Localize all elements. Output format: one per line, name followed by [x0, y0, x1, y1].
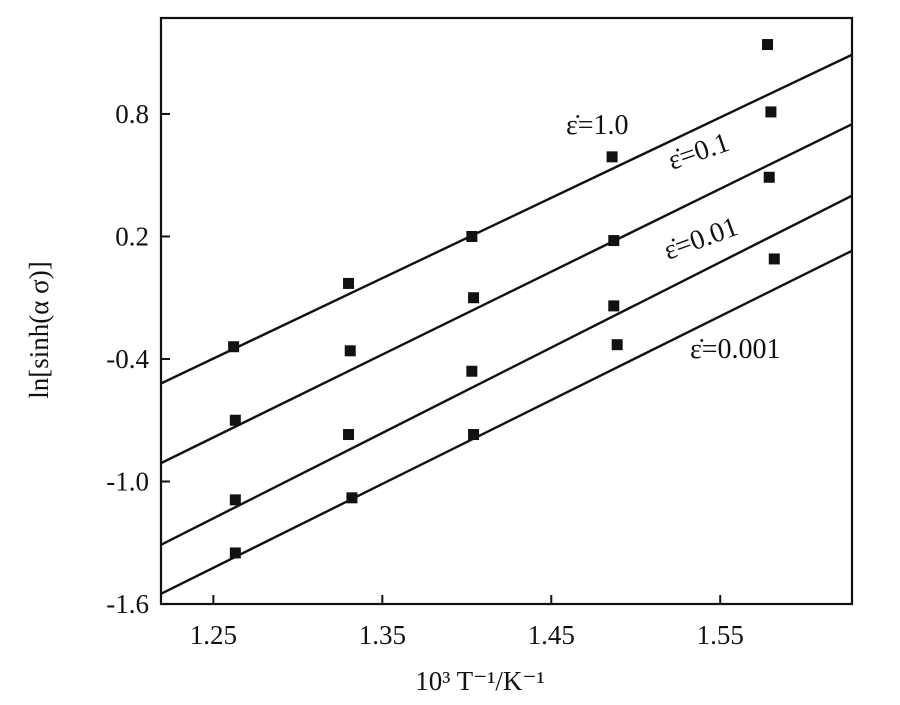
y-tick-label: -1.0: [106, 466, 149, 496]
series-label: ε̇=1.0: [566, 110, 629, 141]
y-tick-label: -1.6: [106, 589, 149, 619]
data-point: [229, 547, 241, 559]
data-point: [768, 253, 780, 265]
axis-ticks: 1.25 1.35 1.45 1.55 0.8 0.2 -0.4 -1.0 -1.6: [106, 99, 744, 650]
data-point: [763, 171, 775, 183]
x-tick-label: 1.25: [190, 620, 237, 650]
data-point: [608, 300, 620, 312]
data-point: [344, 345, 356, 357]
fit-line: [160, 123, 853, 465]
data-point: [762, 39, 774, 51]
series-labels: ε̇=1.0ε̇=0.1ε̇=0.01ε̇=0.001: [566, 110, 781, 365]
fit-line: [160, 53, 853, 385]
series-label: ε̇=0.001: [690, 334, 781, 365]
data-point: [229, 494, 241, 506]
data-point: [765, 106, 777, 118]
fit-line: [160, 249, 853, 595]
x-axis-label: 10³ T⁻¹/K⁻¹: [415, 666, 545, 696]
y-tick-label: -0.4: [106, 344, 149, 374]
data-point: [608, 235, 620, 247]
data-point: [229, 414, 241, 426]
data-point: [468, 292, 480, 304]
data-point: [346, 492, 358, 504]
data-points: [228, 39, 780, 559]
data-point: [611, 339, 623, 351]
x-tick-label: 1.35: [359, 620, 406, 650]
y-tick-label: 0.8: [115, 99, 149, 129]
data-point: [343, 277, 355, 289]
data-point: [466, 365, 478, 377]
fit-line: [160, 194, 853, 546]
data-point: [228, 341, 240, 353]
plot-frame: [159, 16, 854, 606]
data-point: [606, 151, 618, 163]
x-tick-label: 1.55: [697, 620, 744, 650]
y-axis-label: ln[sinh(α σ)]: [24, 261, 54, 398]
data-point: [468, 429, 480, 441]
y-tick-label: 0.2: [115, 221, 149, 251]
data-point: [343, 429, 355, 441]
x-tick-label: 1.45: [528, 620, 575, 650]
data-point: [466, 230, 478, 242]
series-label: ε̇=0.1: [664, 127, 733, 177]
fit-lines: [160, 53, 853, 595]
